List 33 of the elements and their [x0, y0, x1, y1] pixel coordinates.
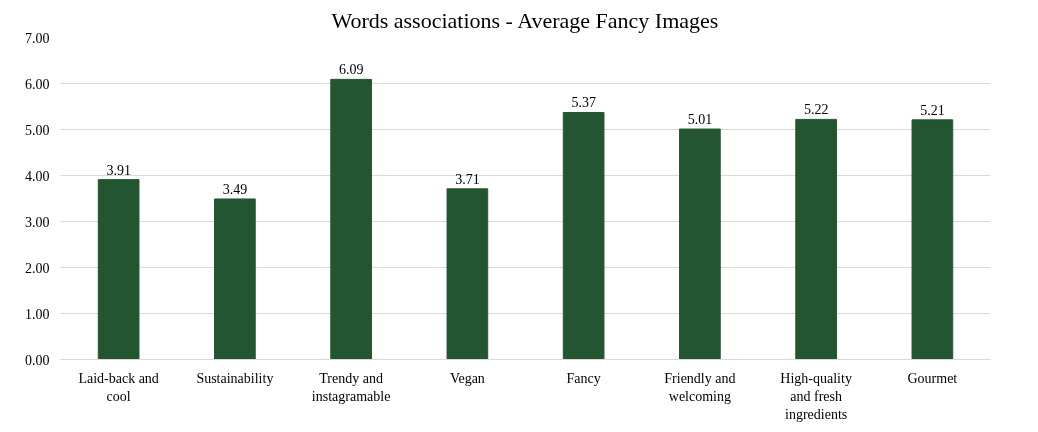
y-tick-label: 7.00 — [25, 30, 50, 46]
bar — [679, 128, 721, 360]
bar — [97, 179, 140, 360]
y-tick-label: 1.00 — [25, 306, 50, 322]
bar — [795, 118, 837, 360]
x-tick-label: Friendly and welcoming — [664, 370, 736, 404]
bar — [911, 119, 954, 360]
data-label: 5.37 — [571, 95, 596, 111]
x-tick-label: Trendy and instagramable — [311, 370, 391, 404]
chart-title: Words associations - Average Fancy Images — [331, 7, 719, 33]
x-tick-label: Gourmet — [907, 370, 958, 386]
y-tick-label: 0.00 — [25, 352, 50, 368]
y-tick-label: 5.00 — [25, 122, 50, 138]
x-tick-label: Fancy — [566, 370, 601, 386]
data-label: 6.09 — [338, 62, 364, 78]
data-label: 3.91 — [106, 162, 131, 178]
data-label: 5.22 — [803, 102, 829, 118]
y-tick-label: 4.00 — [25, 168, 50, 184]
bar — [562, 111, 605, 360]
bar — [446, 188, 489, 360]
data-label: 5.21 — [920, 102, 945, 118]
bar — [214, 198, 256, 360]
bar — [330, 78, 372, 360]
y-tick-label: 2.00 — [25, 260, 50, 276]
data-label: 3.49 — [222, 181, 248, 197]
x-tick-label: High-quality and fresh ingredients — [780, 370, 852, 422]
y-tick-label: 3.00 — [25, 214, 50, 230]
x-tick-label: Sustainability — [196, 370, 274, 386]
data-label: 3.71 — [455, 171, 480, 187]
x-tick-label: Vegan — [449, 370, 485, 386]
data-label: 5.01 — [687, 112, 713, 128]
y-tick-label: 6.00 — [25, 76, 50, 92]
x-tick-label: Laid-back and cool — [78, 370, 159, 404]
